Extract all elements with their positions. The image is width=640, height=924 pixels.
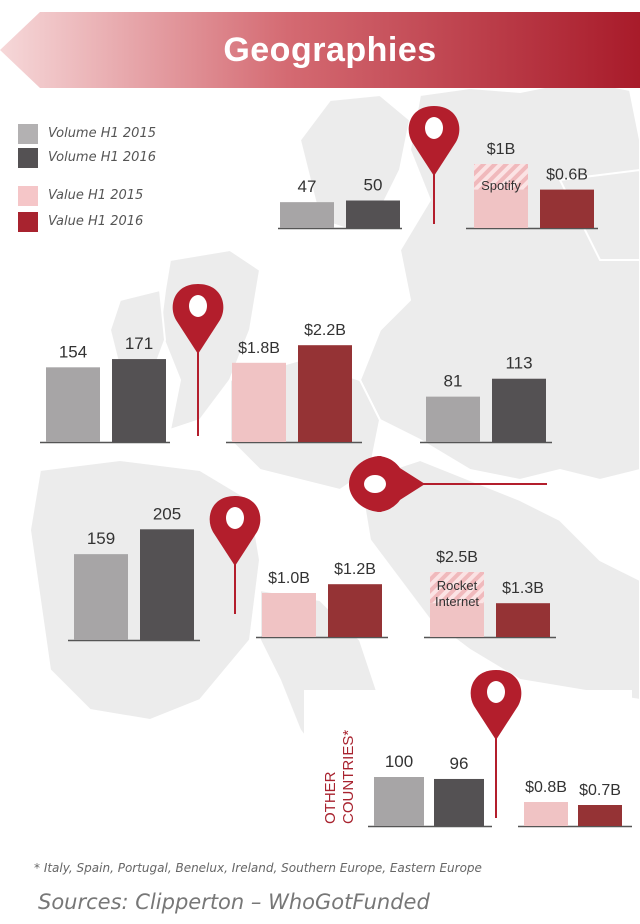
bar-value-label: 154 bbox=[59, 342, 87, 361]
sources-credit: Sources: Clipperton – WhoGotFunded bbox=[38, 890, 430, 914]
header-arrow-shape bbox=[0, 12, 640, 88]
bar-hatched-deal bbox=[430, 572, 484, 604]
bar-value-label: 100 bbox=[385, 752, 413, 771]
bar-h1-2016 bbox=[578, 805, 622, 826]
bar-h1-2015 bbox=[280, 202, 334, 228]
other-countries-label: OTHER COUNTRIES* bbox=[300, 714, 360, 824]
bar-value-label: $0.8B bbox=[525, 779, 567, 796]
bar-h1-2016 bbox=[434, 778, 484, 826]
bar-value-label: 159 bbox=[87, 529, 115, 548]
bar-h1-2015 bbox=[46, 367, 100, 442]
other-countries-label-line2: COUNTRIES* bbox=[340, 730, 357, 824]
legend-label: Value H1 2015 bbox=[48, 188, 144, 203]
chart-upper-left-volume: 154 171 bbox=[40, 334, 170, 444]
bar-hatched-deal bbox=[474, 164, 528, 190]
legend-swatch bbox=[18, 186, 38, 206]
bar-value-label: 47 bbox=[298, 177, 317, 196]
bar-value-label: $0.7B bbox=[579, 782, 621, 799]
bar-h1-2015 bbox=[426, 396, 480, 442]
bar-value-label: 96 bbox=[450, 754, 469, 773]
bar-value-label: $1.3B bbox=[502, 580, 544, 597]
bar-h1-2015 bbox=[74, 554, 128, 640]
bar-h1-2016 bbox=[496, 603, 550, 637]
legend-swatch bbox=[18, 124, 38, 144]
bar-value-label: $1.2B bbox=[334, 561, 376, 578]
bar-h1-2016 bbox=[540, 189, 594, 228]
bar-h1-2015 bbox=[262, 593, 316, 637]
bar-h1-2016 bbox=[346, 200, 400, 228]
bar-value-label: 205 bbox=[153, 504, 181, 523]
map-pin-icon bbox=[209, 496, 261, 614]
bar-h1-2015 bbox=[232, 362, 286, 442]
header-banner: Geographies bbox=[0, 12, 640, 88]
legend-label: Value H1 2016 bbox=[48, 214, 144, 229]
map-pin-icon bbox=[470, 670, 522, 818]
bar-h1-2015 bbox=[524, 802, 568, 826]
map-pin-icon bbox=[408, 106, 460, 224]
bar-value-label: $2.2B bbox=[304, 322, 346, 339]
bar-value-label: $1B bbox=[487, 141, 515, 158]
chart-right-volume: 81 113 bbox=[420, 354, 552, 444]
map-pin-icon bbox=[172, 284, 224, 436]
page-title: Geographies bbox=[223, 30, 437, 69]
chart-other-volume: 100 96 bbox=[368, 752, 492, 828]
bar-h1-2016 bbox=[140, 529, 194, 640]
bar-value-label: 113 bbox=[505, 354, 532, 373]
footnote: * Italy, Spain, Portugal, Benelux, Irela… bbox=[34, 861, 482, 875]
bar-value-label: $0.6B bbox=[546, 167, 588, 184]
bar-h1-2016 bbox=[298, 345, 352, 442]
legend-label: Volume H1 2015 bbox=[48, 126, 156, 141]
chart-top-value: Spotify $1B $0.6B bbox=[466, 141, 598, 230]
bar-h1-2015 bbox=[374, 777, 424, 826]
other-countries-label-line1: OTHER bbox=[322, 771, 339, 824]
bar-h1-2016 bbox=[112, 359, 166, 442]
bar-value-label: 81 bbox=[444, 372, 463, 391]
bar-value-label: $2.5B bbox=[436, 549, 478, 566]
bar-value-label: $1.8B bbox=[238, 340, 280, 357]
chart-lower-left-volume: 159 205 bbox=[68, 504, 200, 642]
bar-h1-2015 bbox=[474, 189, 528, 228]
chart-lower-right-value: Rocket Internet $2.5B $1.3B bbox=[424, 549, 556, 639]
bar-value-label: 50 bbox=[364, 176, 383, 195]
bar-annotation: Spotify bbox=[481, 178, 521, 193]
map-pin-icon bbox=[349, 456, 547, 512]
bar-annotation: Rocket Internet bbox=[435, 578, 479, 609]
bar-h1-2015 bbox=[430, 603, 484, 637]
bar-h1-2016 bbox=[492, 378, 546, 442]
bar-value-label: $1.0B bbox=[268, 570, 310, 587]
bar-h1-2016 bbox=[328, 584, 382, 637]
chart-other-value: $0.8B $0.7B bbox=[518, 779, 632, 828]
bar-value-label: 171 bbox=[125, 334, 153, 353]
chart-top-volume: 47 50 bbox=[278, 176, 402, 230]
chart-lower-center-value: $1.0B $1.2B bbox=[256, 561, 388, 639]
chart-upper-left-value: $1.8B $2.2B bbox=[226, 322, 362, 444]
legend-swatch bbox=[18, 148, 38, 168]
legend-label: Volume H1 2016 bbox=[48, 150, 156, 165]
legend-swatch bbox=[18, 212, 38, 232]
